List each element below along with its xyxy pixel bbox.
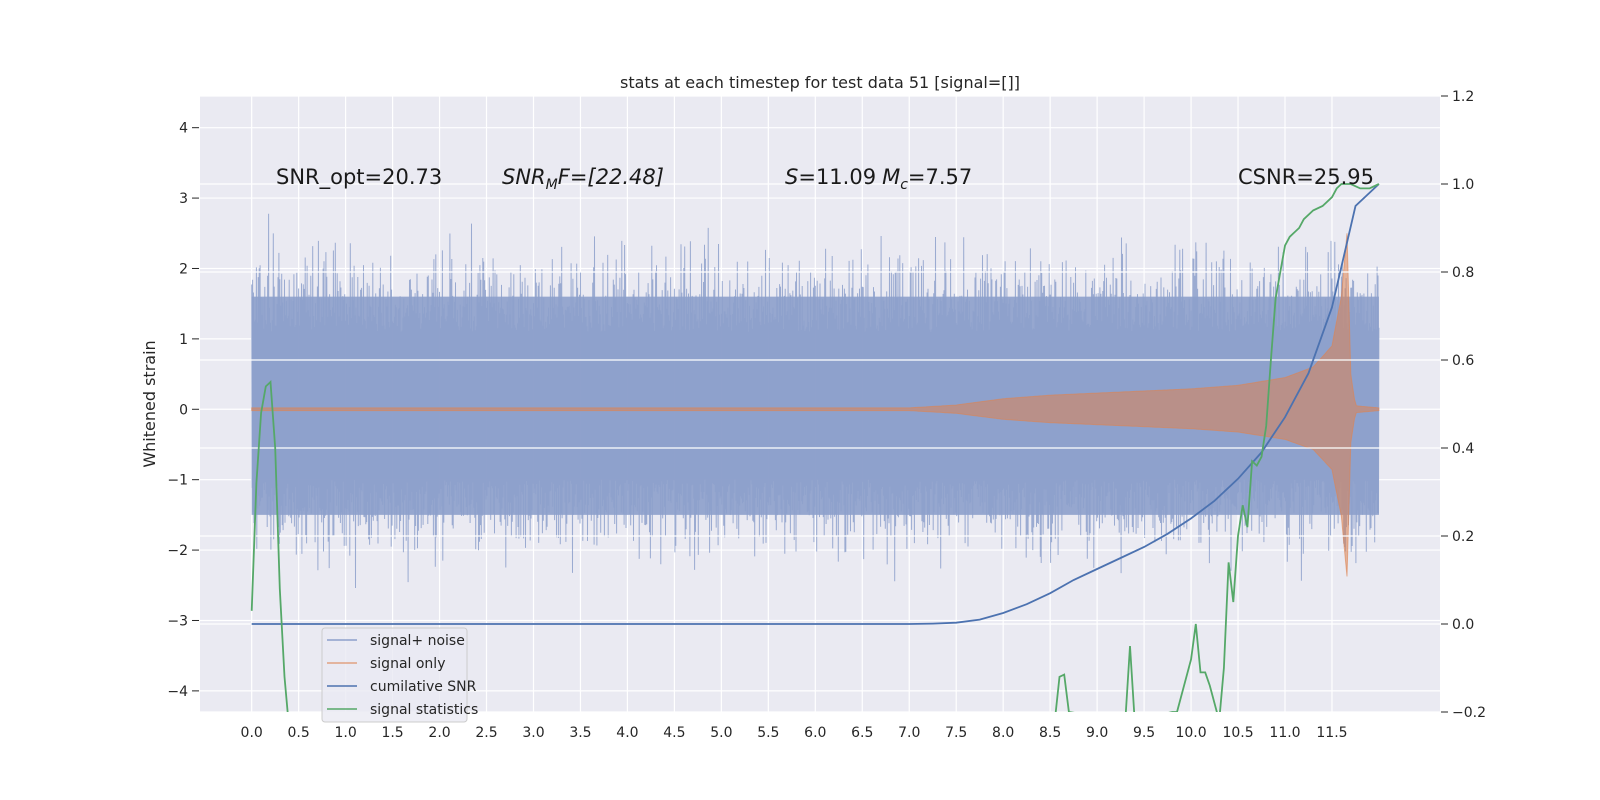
y2-tick-label: 0.2 [1452,529,1474,545]
plot-area [200,96,1440,712]
y2-tick-label: 1.0 [1452,177,1474,193]
y-tick-label: 1 [179,332,188,348]
x-tick-label: 4.5 [663,725,685,741]
x-tick-label: 3.5 [569,725,591,741]
y2-tick-label: 0.4 [1452,441,1474,457]
x-tick-label: 10.5 [1222,725,1253,741]
legend: signal+ noise signal only cumilative SNR… [321,627,478,723]
x-tick-label: 0.0 [241,725,263,741]
y2-tick-label: 0.0 [1452,617,1474,633]
right-axis: 1.2 1.0 0.8 0.6 0.4 0.2 0.0 −0.2 [1441,89,1486,721]
x-tick-label: 0.5 [288,725,310,741]
signal-statistics-series [250,183,1380,712]
left-axis: 4 3 2 1 0 −1 −2 −3 −4 [167,121,199,700]
y2-tick-label: 0.6 [1452,353,1474,369]
x-tick-label: 2.5 [475,725,497,741]
legend-label-cumulative-snr: cumilative SNR [370,679,477,695]
x-tick-label: 9.5 [1133,725,1155,741]
x-tick-label: 6.0 [804,725,826,741]
y-axis-label: Whitened strain [140,340,159,467]
x-tick-label: 7.5 [945,725,967,741]
x-tick-label: 8.0 [992,725,1014,741]
x-tick-label: 11.5 [1316,725,1347,741]
x-axis: 0.0 0.5 1.0 1.5 2.0 2.5 3.0 3.5 4.0 4.5 5.0 5.5 6.0 6… [241,725,1348,741]
chart-title: stats at each timestep for test data 51 … [620,73,1020,92]
x-tick-label: 5.0 [710,725,732,741]
legend-box [321,627,468,723]
x-tick-label: 6.5 [851,725,873,741]
y-tick-label: 2 [179,261,188,277]
signal-only-series [251,233,1380,577]
cumulative-snr-series [251,183,1380,625]
x-tick-label: 2.0 [428,725,450,741]
signal-only-area [251,233,1380,577]
annotation-s-main: S [785,165,798,189]
x-tick-label: 10.0 [1175,725,1206,741]
legend-label-signal-statistics: signal statistics [370,702,478,718]
annotation-mc-main: M [882,165,900,189]
annotation-snr-mf: SNRMF=[22.48] [502,165,664,193]
annotation-snr-mf-rest: F=[22.48] [558,165,664,189]
signal-statistics-line [250,183,1380,712]
annotation-mc-value: =7.57 [908,165,972,189]
annotation-s: S=11.09 Mc=7.57 [785,165,972,193]
x-tick-label: 1.5 [381,725,403,741]
x-tick-label: 8.5 [1039,725,1061,741]
annotation-mc-sub: c [900,177,908,193]
x-tick-label: 7.0 [898,725,920,741]
x-tick-label: 11.0 [1269,725,1300,741]
y-tick-label: 0 [179,402,188,418]
cumulative-snr-line [251,183,1380,625]
x-tick-label: 3.0 [522,725,544,741]
annotation-csnr: CSNR=25.95 [1238,165,1374,189]
y2-tick-label: 1.2 [1452,89,1474,105]
x-tick-label: 1.0 [334,725,356,741]
annotation-s-value: =11.09 [798,165,876,189]
y-tick-label: 3 [179,191,188,207]
y-tick-label: −3 [167,613,188,629]
annotation-snr-opt: SNR_opt=20.73 [276,165,442,190]
y2-tick-label: −0.2 [1452,705,1486,721]
x-tick-label: 5.5 [757,725,779,741]
annotation-snr-mf-sub: M [546,177,558,193]
x-tick-label: 9.0 [1086,725,1108,741]
y2-tick-label: 0.8 [1452,265,1474,281]
y-tick-label: −1 [167,473,188,489]
y-tick-label: −2 [167,543,188,559]
legend-label-signal-only: signal only [370,656,445,672]
y-tick-label: 4 [179,121,188,137]
y-tick-label: −4 [167,684,188,700]
legend-label-signal-noise: signal+ noise [370,633,465,649]
x-tick-label: 4.0 [616,725,638,741]
annotation-snr-mf-main: SNR [502,165,546,189]
